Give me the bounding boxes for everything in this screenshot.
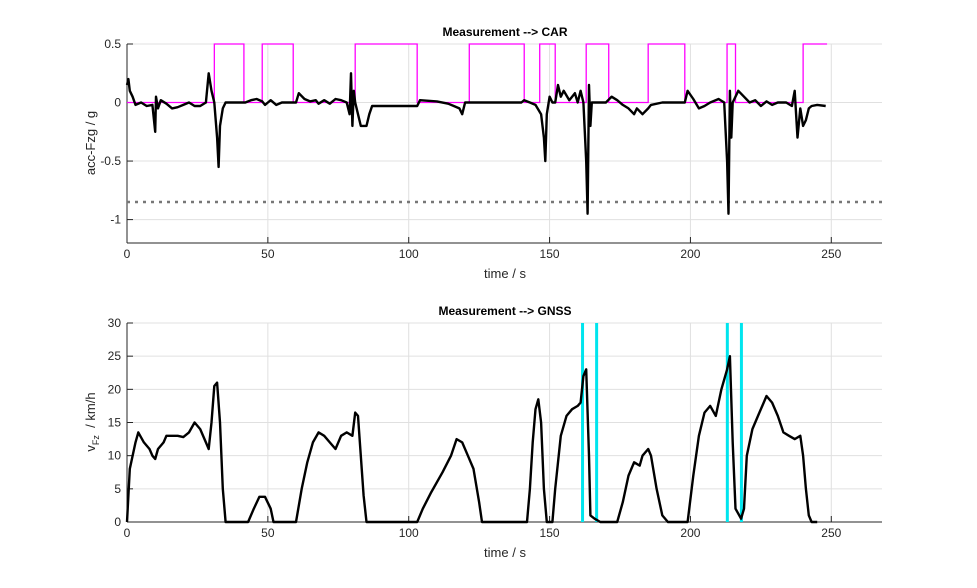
- y-tick-label: 30: [108, 316, 122, 330]
- x-tick-label: 0: [124, 247, 131, 261]
- x-tick-label: 150: [540, 247, 560, 261]
- y-tick-label: -0.5: [100, 154, 121, 168]
- x-tick-label: 200: [680, 526, 700, 540]
- x-tick-label: 50: [261, 247, 275, 261]
- axes-acceleration: Measurement --> CAR time / s acc-Fzg / g…: [83, 25, 882, 281]
- y-axis-label: acc-Fzg / g: [83, 111, 98, 175]
- y-tick-label: 0: [114, 515, 121, 529]
- x-tick-label: 150: [540, 526, 560, 540]
- y-tick-label: 5: [114, 482, 121, 496]
- axes-speed: Measurement --> GNSS time / s vFz / km/h…: [83, 304, 882, 560]
- acc-series-line: [125, 72, 826, 215]
- pulse-series-line: [127, 43, 828, 104]
- x-axis-label: time / s: [484, 545, 526, 560]
- y-tick-label: 25: [108, 349, 122, 363]
- x-tick-label: 100: [399, 526, 419, 540]
- x-tick-label: 100: [399, 247, 419, 261]
- y-tick-label: 0.5: [104, 37, 121, 51]
- grid: [126, 322, 882, 523]
- y-label-main: v: [83, 445, 98, 452]
- y-tick-label: 15: [108, 416, 122, 430]
- y-axis-label: vFz / km/h: [83, 392, 101, 451]
- x-tick-label: 50: [261, 526, 275, 540]
- x-tick-label: 200: [680, 247, 700, 261]
- chart-title: Measurement --> CAR: [442, 25, 567, 39]
- x-tick-label: 250: [821, 526, 841, 540]
- y-tick-label: 20: [108, 382, 122, 396]
- x-tick-label: 250: [821, 247, 841, 261]
- y-tick-label: 0: [114, 96, 121, 110]
- x-axis-label: time / s: [484, 266, 526, 281]
- chart-title: Measurement --> GNSS: [438, 304, 571, 318]
- grid: [126, 43, 882, 243]
- speed-series-line: [125, 355, 818, 524]
- x-tick-label: 0: [124, 526, 131, 540]
- y-tick-label: 10: [108, 449, 122, 463]
- y-label-unit: / km/h: [83, 392, 98, 435]
- y-label-sub: Fz: [91, 435, 101, 445]
- y-tick-label: -1: [110, 213, 121, 227]
